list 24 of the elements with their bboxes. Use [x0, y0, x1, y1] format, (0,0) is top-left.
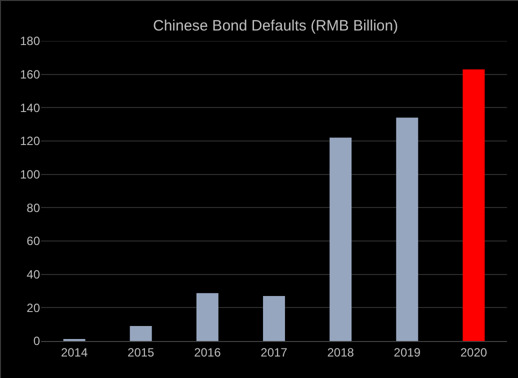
y-tick-label: 180: [20, 34, 40, 48]
bar: [263, 296, 285, 341]
y-tick-label: 120: [20, 134, 40, 148]
bar: [196, 293, 218, 341]
bar: [330, 138, 352, 341]
y-tick-label: 60: [26, 234, 40, 248]
x-tick-label: 2017: [260, 345, 288, 360]
y-tick-label: 140: [20, 100, 40, 115]
x-tick-label: 2020: [460, 345, 488, 360]
bar: [130, 326, 152, 341]
chart-title: Chinese Bond Defaults (RMB Billion): [152, 17, 398, 34]
x-tick-label: 2018: [327, 345, 354, 360]
y-tick-label: 40: [26, 268, 40, 282]
y-tick-label: 20: [26, 300, 40, 315]
y-tick-label: 80: [26, 200, 40, 215]
x-tick-label: 2019: [394, 345, 421, 360]
x-tick-label: 2015: [128, 345, 155, 360]
y-tick-label: 100: [20, 168, 40, 182]
x-tick-label: 2014: [60, 345, 88, 360]
bar: [396, 118, 418, 341]
x-tick-label: 2016: [194, 345, 222, 360]
y-tick-label: 160: [20, 68, 40, 82]
bar: [462, 69, 485, 341]
y-tick-label: 0: [33, 334, 40, 348]
